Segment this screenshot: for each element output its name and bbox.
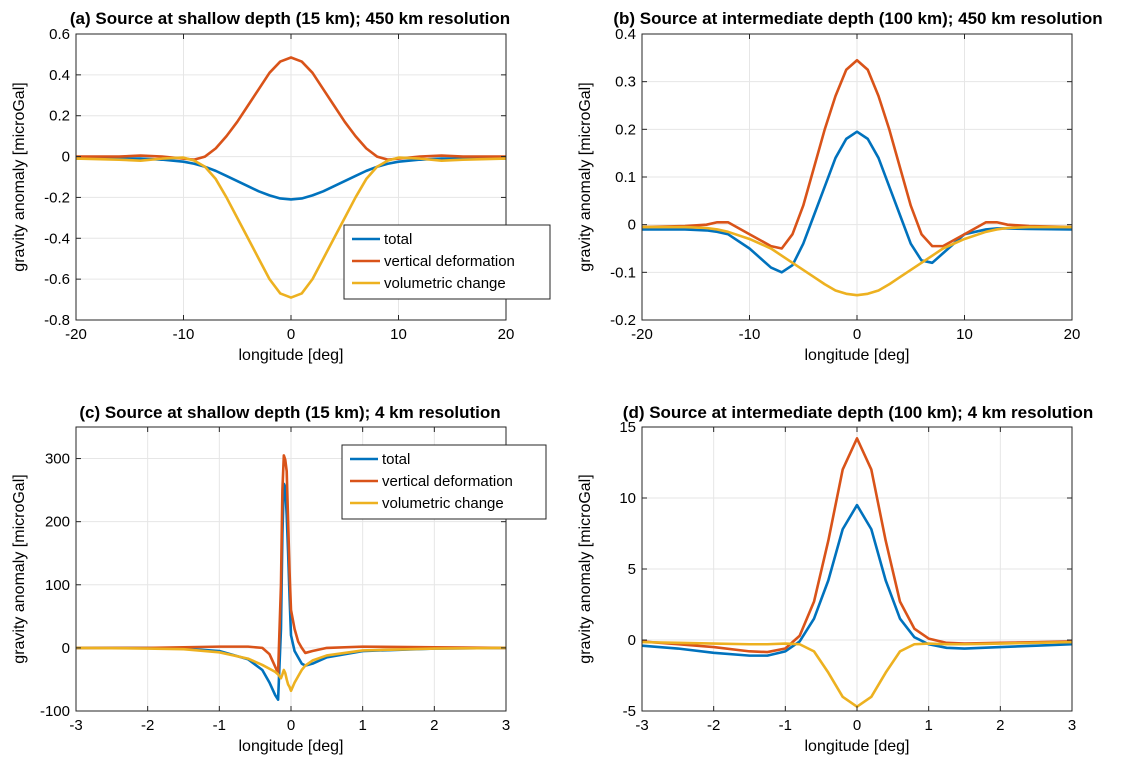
chart-title: (b) Source at intermediate depth (100 km… <box>613 9 1102 28</box>
chart-panel-3: -3 -2 -1 0 1 2 3 -100 0 100 200 300 longitude [deg] g… <box>11 403 547 755</box>
y-tick-label: 0.2 <box>615 121 636 138</box>
x-tick-label: 20 <box>498 326 515 343</box>
chart-panel-1: -20 -10 0 10 20 -0.8 -0.6 -0.4 -0.2 0 0.2 0.4 0.6 lon… <box>11 9 551 364</box>
legend-label: total <box>382 451 410 468</box>
x-tick-label: -2 <box>707 717 720 734</box>
y-tick-label: 0 <box>62 640 70 657</box>
y-tick-label: 0.1 <box>615 169 636 186</box>
y-tick-label: 300 <box>45 451 70 468</box>
y-tick-label: 0.6 <box>49 26 70 43</box>
legend-label: volumetric change <box>384 275 506 292</box>
y-tick-label: -0.2 <box>610 312 636 329</box>
series-line-total <box>642 130 1072 274</box>
x-tick-label: -1 <box>213 717 226 734</box>
chart-title: (a) Source at shallow depth (15 km); 450… <box>70 9 510 28</box>
y-tick-label: 0.4 <box>615 26 636 43</box>
y-tick-label: 0.3 <box>615 74 636 91</box>
x-tick-label: 1 <box>358 717 366 734</box>
x-tick-label: -20 <box>631 326 653 343</box>
x-tick-label: 3 <box>1068 717 1076 734</box>
x-tick-label: 10 <box>390 326 407 343</box>
x-tick-label: -3 <box>69 717 82 734</box>
x-tick-label: 3 <box>502 717 510 734</box>
y-tick-label: -0.2 <box>44 189 70 206</box>
x-tick-label: -3 <box>635 717 648 734</box>
series-line-volumetric-change <box>642 225 1072 297</box>
x-tick-label: 0 <box>853 717 861 734</box>
x-tick-label: 2 <box>430 717 438 734</box>
x-tick-label: -10 <box>173 326 195 343</box>
x-axis-label: longitude [deg] <box>239 738 344 755</box>
x-tick-label: 2 <box>996 717 1004 734</box>
y-tick-label: 15 <box>619 419 636 436</box>
chart-title: (c) Source at shallow depth (15 km); 4 k… <box>79 403 500 422</box>
y-tick-label: 0.4 <box>49 67 70 84</box>
legend-label: volumetric change <box>382 495 504 512</box>
y-tick-label: 5 <box>628 561 636 578</box>
y-axis-label: gravity anomaly [microGal] <box>11 82 28 271</box>
legend-label: vertical deformation <box>384 253 515 270</box>
y-axis-label: gravity anomaly [microGal] <box>11 474 28 663</box>
x-tick-label: 0 <box>853 326 861 343</box>
y-tick-label: -0.4 <box>44 230 70 247</box>
y-tick-label: 10 <box>619 490 636 507</box>
y-axis-label: gravity anomaly [microGal] <box>577 474 594 663</box>
x-tick-label: -10 <box>739 326 761 343</box>
y-tick-label: 100 <box>45 577 70 594</box>
y-tick-label: 0 <box>628 217 636 234</box>
y-tick-label: -0.8 <box>44 312 70 329</box>
chart-panel-2: -20 -10 0 10 20 -0.2 -0.1 0 0.1 0.2 0.3 0.4 longitud… <box>577 9 1103 364</box>
y-tick-label: -0.6 <box>44 271 70 288</box>
y-axis-label: gravity anomaly [microGal] <box>577 82 594 271</box>
x-tick-label: 0 <box>287 326 295 343</box>
y-tick-label: 0 <box>628 632 636 649</box>
y-tick-label: 0 <box>62 149 70 166</box>
x-tick-label: -20 <box>65 326 87 343</box>
series-line-vertical-deformation <box>76 454 506 675</box>
legend-label: total <box>384 231 412 248</box>
x-tick-label: 0 <box>287 717 295 734</box>
legend-label: vertical deformation <box>382 473 513 490</box>
series-line-total <box>642 503 1072 657</box>
x-axis-label: longitude [deg] <box>805 347 910 364</box>
x-tick-label: -1 <box>779 717 792 734</box>
chart-title: (d) Source at intermediate depth (100 km… <box>623 403 1093 422</box>
x-axis-label: longitude [deg] <box>805 738 910 755</box>
series-line-total <box>76 157 506 201</box>
chart-panel-4: -3 -2 -1 0 1 2 3 -5 0 5 10 15 longitude [deg] gravity… <box>577 403 1093 755</box>
y-tick-label: 0.2 <box>49 108 70 125</box>
series-line-vertical-deformation <box>642 58 1072 250</box>
x-tick-label: 20 <box>1064 326 1081 343</box>
y-tick-label: -0.1 <box>610 264 636 281</box>
x-tick-label: -2 <box>141 717 154 734</box>
x-tick-label: 1 <box>924 717 932 734</box>
y-tick-label: -5 <box>623 703 636 720</box>
series-line-volumetric-change <box>76 156 506 299</box>
series-line-volumetric-change <box>76 646 506 693</box>
legend: total vertical deformation volumetric chan… <box>341 444 547 520</box>
x-tick-label: 10 <box>956 326 973 343</box>
y-tick-label: 200 <box>45 514 70 531</box>
legend: total vertical deformation volumetric chan… <box>343 224 551 300</box>
y-tick-label: -100 <box>40 703 70 720</box>
x-axis-label: longitude [deg] <box>239 347 344 364</box>
